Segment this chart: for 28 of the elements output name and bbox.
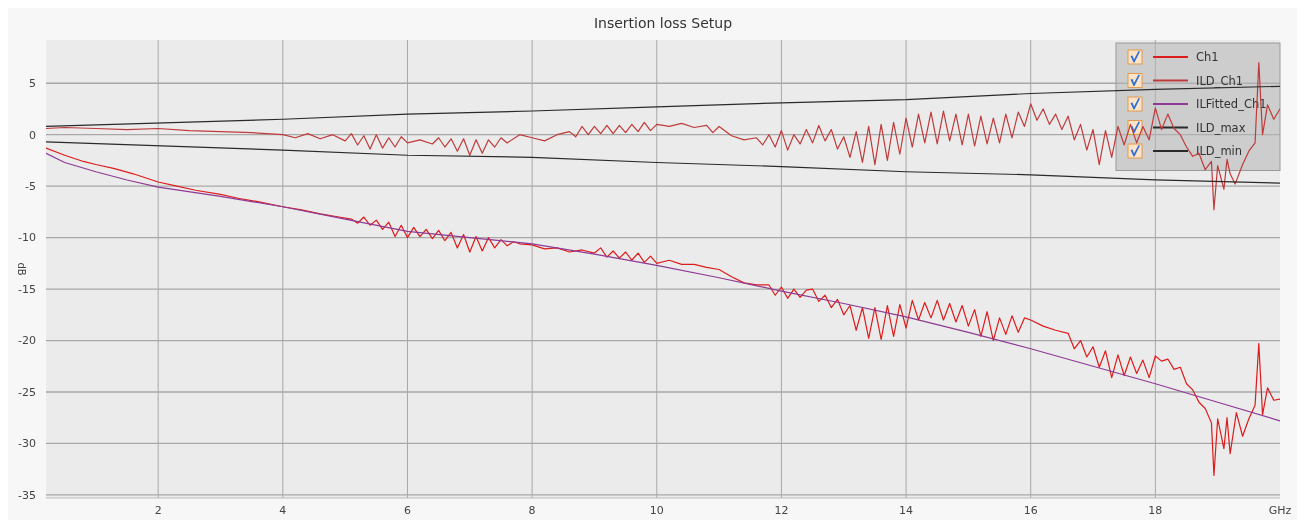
line-series bbox=[46, 141, 1280, 184]
x-tick-label: 6 bbox=[403, 503, 411, 517]
x-axis-title: GHz bbox=[1268, 503, 1292, 517]
x-tick-label: 4 bbox=[279, 503, 287, 517]
chart-title: Insertion loss Setup bbox=[593, 15, 733, 31]
x-tick-label: 2 bbox=[154, 503, 162, 517]
x-tick-label: 12 bbox=[774, 503, 789, 517]
y-tick-label: -20 bbox=[18, 334, 36, 348]
legend-label: ILD_min bbox=[1196, 144, 1243, 159]
x-tick-label: 16 bbox=[1023, 503, 1038, 517]
x-tick-label: 8 bbox=[528, 503, 536, 517]
legend-label: ILD_max bbox=[1196, 120, 1246, 135]
y-tick-label: -25 bbox=[18, 385, 36, 399]
line-series bbox=[46, 62, 1280, 211]
y-tick-label: 0 bbox=[29, 128, 36, 142]
y-tick-label: -5 bbox=[25, 180, 36, 193]
y-tick-label: -35 bbox=[18, 488, 36, 502]
legend-label: ILD_Ch1 bbox=[1196, 73, 1244, 88]
y-axis-title: dB bbox=[16, 262, 27, 276]
line-series bbox=[46, 147, 1280, 476]
legend-label: Ch1 bbox=[1196, 50, 1219, 65]
y-tick-label: 5 bbox=[29, 77, 36, 91]
y-tick-label: -10 bbox=[18, 231, 36, 245]
x-tick-label: 10 bbox=[649, 503, 664, 517]
x-tick-label: 14 bbox=[899, 503, 914, 517]
x-tick-label: 18 bbox=[1148, 503, 1163, 517]
y-tick-label: -15 bbox=[18, 282, 36, 296]
y-tick-label: -30 bbox=[18, 437, 36, 451]
